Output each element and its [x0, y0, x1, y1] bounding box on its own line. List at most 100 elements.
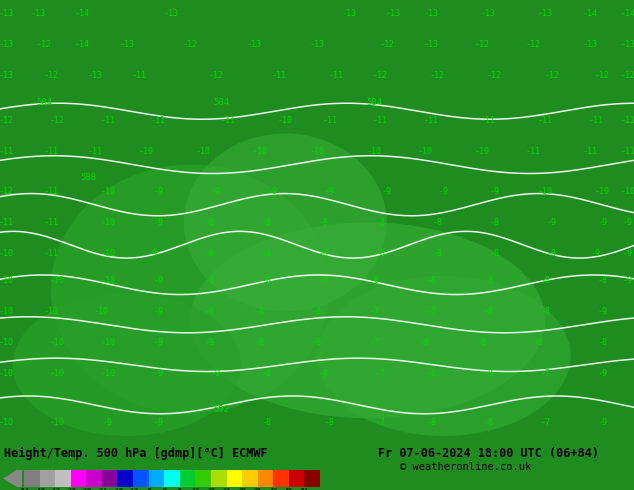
Text: -14: -14: [582, 9, 597, 18]
Text: -10: -10: [100, 369, 115, 378]
Text: -11: -11: [525, 147, 540, 156]
Text: -7: -7: [369, 307, 379, 316]
Text: -9: -9: [597, 218, 607, 227]
Text: -10: -10: [417, 147, 432, 156]
Text: -11: -11: [0, 147, 14, 156]
Text: -12: -12: [595, 71, 610, 80]
Text: -8: -8: [483, 418, 493, 427]
Text: -11: -11: [588, 116, 604, 124]
Text: -12: -12: [379, 40, 394, 49]
Text: -7: -7: [318, 276, 328, 285]
Text: -12: -12: [0, 116, 14, 124]
Text: 12: 12: [191, 488, 199, 490]
Text: Fr 07-06-2024 18:00 UTC (06+84): Fr 07-06-2024 18:00 UTC (06+84): [378, 447, 599, 460]
Text: -7: -7: [369, 338, 379, 347]
Bar: [39, 470, 55, 487]
Text: -8: -8: [312, 307, 322, 316]
Text: -8: -8: [204, 307, 214, 316]
Bar: [211, 470, 226, 487]
Text: -10: -10: [0, 418, 14, 427]
Text: -13: -13: [309, 40, 325, 49]
Bar: [273, 470, 289, 487]
Text: -8: -8: [204, 276, 214, 285]
Bar: [242, 470, 257, 487]
Text: -10: -10: [366, 147, 382, 156]
Bar: [55, 470, 71, 487]
Bar: [117, 470, 133, 487]
Text: -10: -10: [309, 147, 325, 156]
Bar: [195, 470, 211, 487]
Text: -9: -9: [268, 187, 278, 196]
Bar: [164, 470, 180, 487]
Text: -10: -10: [0, 249, 14, 258]
Text: -8: -8: [255, 338, 265, 347]
Text: -8: -8: [540, 307, 550, 316]
Text: -13: -13: [0, 40, 14, 49]
Text: -8: -8: [261, 369, 271, 378]
Text: -11: -11: [620, 147, 634, 156]
Text: -11: -11: [221, 116, 236, 124]
Text: -10: -10: [100, 187, 115, 196]
Bar: [133, 470, 148, 487]
Text: -38: -38: [65, 488, 77, 490]
Text: -9: -9: [597, 418, 607, 427]
Text: 584: 584: [214, 98, 230, 107]
Text: -9: -9: [325, 187, 335, 196]
Text: -10: -10: [100, 249, 115, 258]
Text: -8: -8: [255, 307, 265, 316]
Text: -10: -10: [538, 187, 553, 196]
Bar: [289, 470, 304, 487]
Bar: [304, 470, 320, 487]
Bar: [24, 470, 39, 487]
Text: -10: -10: [595, 187, 610, 196]
Text: -13: -13: [538, 9, 553, 18]
Text: -9: -9: [153, 187, 164, 196]
Text: -10: -10: [0, 369, 14, 378]
Text: -11: -11: [322, 116, 337, 124]
Bar: [180, 470, 195, 487]
Text: -8: -8: [318, 249, 328, 258]
Text: 42: 42: [269, 488, 277, 490]
Text: -11: -11: [328, 71, 344, 80]
Text: -24: -24: [96, 488, 108, 490]
Text: -12: -12: [127, 488, 139, 490]
Text: -13: -13: [582, 40, 597, 49]
Text: -11: -11: [43, 218, 58, 227]
Text: -11: -11: [271, 71, 287, 80]
Text: -13: -13: [0, 9, 14, 18]
Text: -9: -9: [591, 249, 601, 258]
Text: -13: -13: [481, 9, 496, 18]
Text: -8: -8: [489, 249, 500, 258]
Text: -11: -11: [43, 249, 58, 258]
Text: -11: -11: [132, 71, 147, 80]
Text: -7: -7: [540, 369, 550, 378]
Text: -8: -8: [489, 218, 500, 227]
Text: -9: -9: [597, 307, 607, 316]
Text: -13: -13: [620, 40, 634, 49]
Text: -10: -10: [49, 369, 65, 378]
Text: 36: 36: [254, 488, 262, 490]
Text: -13: -13: [87, 71, 103, 80]
Text: -9: -9: [597, 369, 607, 378]
Text: -12: -12: [544, 71, 559, 80]
Text: -8: -8: [318, 218, 328, 227]
Text: -54: -54: [18, 488, 30, 490]
Bar: [148, 470, 164, 487]
Text: -10: -10: [138, 147, 153, 156]
Text: -13: -13: [341, 9, 356, 18]
Text: -10: -10: [252, 147, 268, 156]
Text: -9: -9: [489, 187, 500, 196]
Text: -8: -8: [420, 338, 430, 347]
Text: -9: -9: [204, 338, 214, 347]
Text: -11: -11: [151, 116, 166, 124]
Text: -8: -8: [375, 218, 385, 227]
Text: -10: -10: [0, 338, 14, 347]
Text: -12: -12: [37, 40, 52, 49]
Text: -13: -13: [119, 40, 134, 49]
Text: -8: -8: [204, 249, 214, 258]
Text: -10: -10: [49, 418, 65, 427]
Text: -9: -9: [439, 187, 449, 196]
Text: -42: -42: [49, 488, 61, 490]
Text: 592: 592: [214, 405, 230, 414]
Bar: [86, 470, 102, 487]
